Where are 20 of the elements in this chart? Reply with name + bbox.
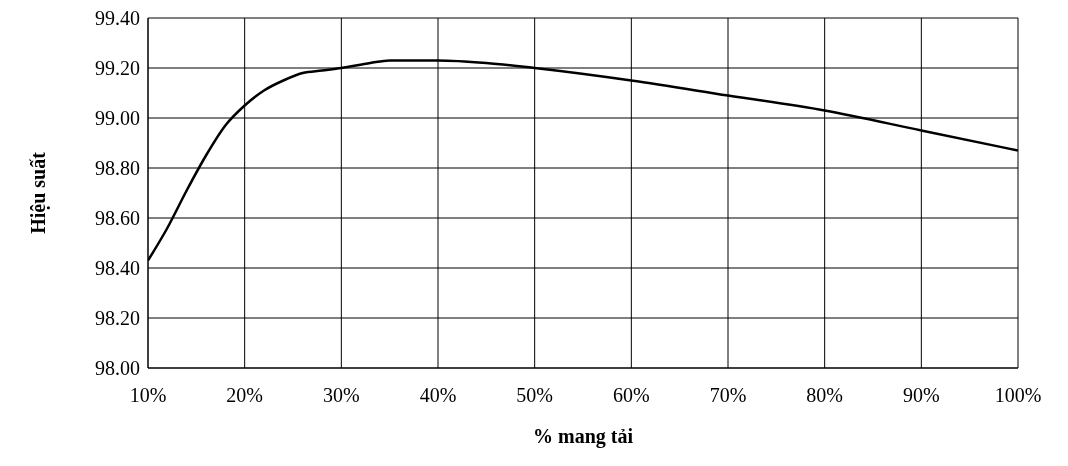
x-tick-label: 100% — [994, 384, 1042, 407]
x-tick-label: 20% — [226, 384, 263, 407]
y-axis-title: Hiệu suất — [27, 151, 51, 234]
x-tick-label: 50% — [516, 384, 553, 407]
x-tick-label: 90% — [903, 384, 940, 407]
x-tick-label: 80% — [806, 384, 843, 407]
x-tick-label: 60% — [613, 384, 650, 407]
x-tick-label: 40% — [419, 384, 457, 407]
y-tick-label: 99.00 — [95, 107, 140, 130]
y-tick-label: 98.60 — [95, 207, 140, 230]
y-tick-label: 99.40 — [95, 7, 140, 30]
y-tick-label: 98.40 — [95, 257, 140, 280]
y-tick-label: 98.20 — [95, 307, 140, 330]
x-axis-title: % mang tải — [533, 425, 634, 448]
y-tick-label: 98.00 — [95, 357, 140, 380]
x-tick-label: 30% — [323, 384, 360, 407]
x-tick-label: 10% — [129, 384, 167, 407]
x-tick-label: 70% — [709, 384, 747, 407]
y-tick-label: 99.20 — [95, 57, 140, 80]
y-tick-label: 98.80 — [95, 157, 140, 180]
